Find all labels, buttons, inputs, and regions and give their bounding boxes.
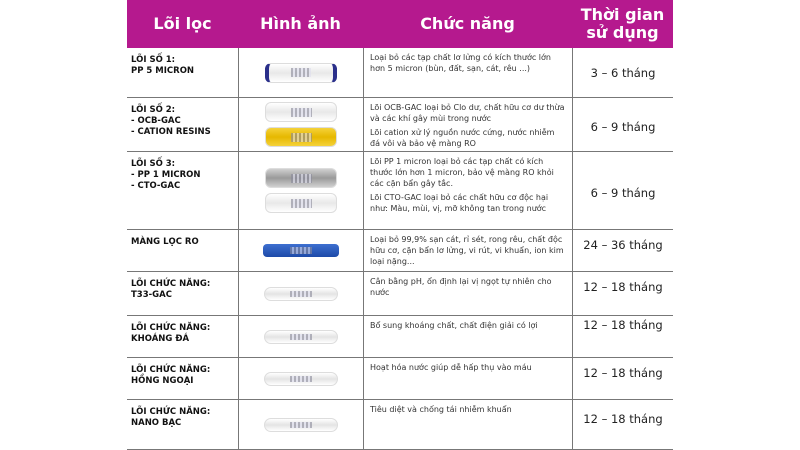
function-text: Cân bằng pH, ổn định lại vị ngọt tự nhiê… [370, 277, 552, 297]
filter-image-cell [238, 272, 363, 315]
table-row: LÕI CHỨC NĂNG: KHOÁNG ĐÁ Bổ sung khoáng ch… [127, 316, 673, 358]
filter-function: Hoạt hóa nước giúp dễ hấp thụ vào máu [363, 358, 572, 399]
duration: 6 – 9 tháng [590, 120, 656, 134]
filter-function: Lõi PP 1 micron loại bỏ các tạp chất có … [363, 152, 572, 229]
header-function: Chức năng [420, 14, 515, 33]
function-text: Bổ sung khoáng chất, chất điện giải có l… [370, 321, 538, 330]
filter-image-cell [238, 400, 363, 449]
filter-name-line: LÕI CHỨC NĂNG: [131, 365, 211, 375]
filter-name-line: NANO BẠC [131, 418, 182, 428]
pp5-filter-image [265, 62, 337, 83]
filter-name: LÕI SỐ 2: - OCB-GAC - CATION RESINS [127, 98, 238, 151]
filter-name-line: - CTO-GAC [131, 181, 181, 191]
header-duration: Thời gian sử dụng [580, 5, 665, 42]
table-row: LÕI CHỨC NĂNG: HỒNG NGOẠI Hoạt hóa nước gi… [127, 358, 673, 400]
filter-name: LÕI SỐ 3: - PP 1 MICRON - CTO-GAC [127, 152, 238, 229]
table-row: LÕI CHỨC NĂNG: T33-GAC Cân bằng pH, ổn địn… [127, 272, 673, 316]
inline-filter-image [264, 417, 338, 432]
ocb-gac-filter-image [265, 102, 337, 122]
function-text: Loại bỏ các tạp chất lơ lửng có kích thư… [370, 53, 551, 73]
duration-cell: 12 – 18 tháng [572, 358, 673, 399]
ro-membrane-image [263, 244, 339, 257]
duration: 3 – 6 tháng [590, 66, 656, 80]
filter-name-line: LÕI SỐ 1: [131, 55, 176, 65]
duration-cell: 24 – 36 tháng [572, 230, 673, 271]
function-text: Lõi OCB-GAC loại bỏ Clo dư, chất hữu cơ … [370, 103, 565, 123]
duration-cell: 6 – 9 tháng [572, 152, 673, 229]
duration-cell: 3 – 6 tháng [572, 48, 673, 97]
filter-name-line: HỒNG NGOẠI [131, 376, 194, 386]
function-text: Loại bỏ 99,9% sạn cát, rỉ sét, rong rêu,… [370, 235, 564, 266]
inline-filter-image [264, 286, 338, 301]
filter-image-cell [238, 358, 363, 399]
filter-image-cell [238, 98, 363, 151]
filter-image-cell [238, 152, 363, 229]
duration: 12 – 18 tháng [583, 412, 663, 426]
filter-name-line: KHOÁNG ĐÁ [131, 334, 190, 344]
function-text: Lõi cation xử lý nguồn nước cứng, nước n… [370, 128, 555, 148]
filter-name-line: LÕI CHỨC NĂNG: [131, 279, 211, 289]
filter-name-line: LÕI CHỨC NĂNG: [131, 323, 211, 333]
table-row: LÕI CHỨC NĂNG: NANO BẠC Tiêu diệt và chống… [127, 400, 673, 450]
duration-cell: 12 – 18 tháng [572, 400, 673, 449]
filter-name-line: - OCB-GAC [131, 116, 181, 126]
duration-cell: 6 – 9 tháng [572, 98, 673, 151]
filter-name-line: T33-GAC [131, 290, 172, 300]
duration: 12 – 18 tháng [583, 366, 663, 380]
table-row: LÕI SỐ 1: PP 5 MICRON Loại bỏ các tạp chất… [127, 48, 673, 98]
function-text: Tiêu diệt và chống tái nhiễm khuẩn [370, 405, 512, 414]
filter-function: Tiêu diệt và chống tái nhiễm khuẩn [363, 400, 572, 449]
filter-image-cell [238, 230, 363, 271]
filter-name: LÕI SỐ 1: PP 5 MICRON [127, 48, 238, 97]
filter-name-line: LÕI SỐ 3: [131, 159, 176, 169]
duration: 12 – 18 tháng [583, 318, 663, 332]
duration: 24 – 36 tháng [583, 238, 663, 252]
filter-function: Lõi OCB-GAC loại bỏ Clo dư, chất hữu cơ … [363, 98, 572, 151]
filter-name: LÕI CHỨC NĂNG: KHOÁNG ĐÁ [127, 316, 238, 357]
duration-cell: 12 – 18 tháng [572, 272, 673, 315]
inline-filter-image [264, 329, 338, 344]
filter-name: LÕI CHỨC NĂNG: HỒNG NGOẠI [127, 358, 238, 399]
table-row: LÕI SỐ 3: - PP 1 MICRON - CTO-GAC Lõi PP 1 … [127, 152, 673, 230]
table-row: MÀNG LỌC RO Loại bỏ 99,9% sạn cát, rỉ sét… [127, 230, 673, 272]
filter-name: MÀNG LỌC RO [127, 230, 238, 271]
duration-cell: 12 – 18 tháng [572, 316, 673, 357]
filter-image-cell [238, 48, 363, 97]
filter-function: Bổ sung khoáng chất, chất điện giải có l… [363, 316, 572, 357]
filter-name-line: LÕI SỐ 2: [131, 105, 176, 115]
duration: 12 – 18 tháng [583, 280, 663, 294]
cation-filter-image [265, 127, 337, 147]
function-text: Hoạt hóa nước giúp dễ hấp thụ vào máu [370, 363, 532, 372]
table-row: LÕI SỐ 2: - OCB-GAC - CATION RESINS Lõi OCB… [127, 98, 673, 152]
table-header: Lõi lọc Hình ảnh Chức năng Thời gian sử … [127, 0, 673, 48]
filter-function: Loại bỏ các tạp chất lơ lửng có kích thư… [363, 48, 572, 97]
filter-function: Loại bỏ 99,9% sạn cát, rỉ sét, rong rêu,… [363, 230, 572, 271]
filter-function: Cân bằng pH, ổn định lại vị ngọt tự nhiê… [363, 272, 572, 315]
header-filter: Lõi lọc [153, 14, 212, 33]
duration: 6 – 9 tháng [590, 186, 656, 200]
filter-name: LÕI CHỨC NĂNG: NANO BẠC [127, 400, 238, 449]
filter-name-line: - CATION RESINS [131, 127, 211, 137]
inline-filter-image [264, 371, 338, 386]
function-text: Lõi PP 1 micron loại bỏ các tạp chất có … [370, 157, 554, 188]
filter-name-line: PP 5 MICRON [131, 66, 195, 76]
function-text: Lõi CTO-GAC loại bỏ các chất hữu cơ độc … [370, 193, 549, 213]
filter-name-line: LÕI CHỨC NĂNG: [131, 407, 211, 417]
header-image: Hình ảnh [260, 14, 341, 33]
pp1-filter-image [265, 168, 337, 188]
filter-name-line: MÀNG LỌC RO [131, 237, 199, 247]
filter-name-line: - PP 1 MICRON [131, 170, 201, 180]
filter-image-cell [238, 316, 363, 357]
filter-name: LÕI CHỨC NĂNG: T33-GAC [127, 272, 238, 315]
cto-gac-filter-image [265, 193, 337, 213]
